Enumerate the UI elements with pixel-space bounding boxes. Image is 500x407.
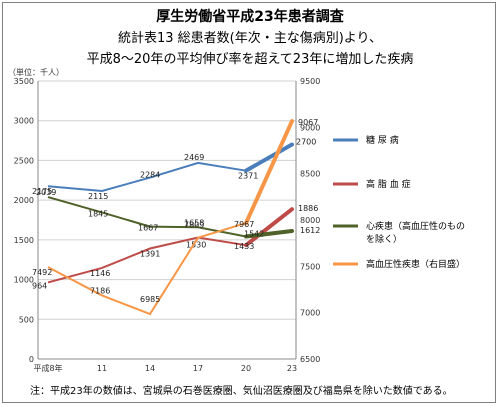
y-left-tick-label: 2500 <box>14 156 34 165</box>
chart-title: 厚生労働省平成23年患者調査 <box>156 9 344 25</box>
diabetes-data-label: 2115 <box>88 192 108 201</box>
x-tick-label: 20 <box>241 364 251 373</box>
hyperlipidemia-data-label: 1433 <box>234 242 254 251</box>
chart-subtitle-2: 平成8～20年の平均伸び率を超えて23年に増加した疾病 <box>86 52 414 67</box>
y-right-tick-label: 8500 <box>300 170 320 179</box>
heart-disease-series-highlight-segment <box>244 228 294 239</box>
x-tick-label: 14 <box>145 364 155 373</box>
heart-disease-data-label: 1667 <box>138 224 158 233</box>
heart-disease-data-label: 1612 <box>300 226 320 235</box>
hyperlipidemia-data-label: 1146 <box>90 269 110 278</box>
y-left-tick-label: 1500 <box>14 236 34 245</box>
legend-label-hypertension: 高血圧性疾患（右目盛） <box>366 258 465 270</box>
y-left-tick-label: 1000 <box>14 276 34 285</box>
y-left-tick-label: 2000 <box>14 196 34 205</box>
y-left-tick-label: 500 <box>19 315 34 324</box>
hypertension-data-label: 7186 <box>90 286 110 295</box>
unit-label: （単位：千人） <box>8 68 64 77</box>
x-tick-label: 23 <box>287 364 297 373</box>
hyperlipidemia-series-line <box>47 236 247 284</box>
hypertension-data-label: 7809 <box>184 221 204 230</box>
diabetes-data-label: 2700 <box>296 138 316 147</box>
heart-disease-data-label: 2039 <box>36 188 56 197</box>
hyperlipidemia-data-label: 1530 <box>186 240 206 249</box>
legend-label-heart-disease: 心疾患（高血圧性のもの <box>366 220 465 232</box>
y-left-tick-label: 3500 <box>14 77 34 86</box>
diabetes-data-label: 2371 <box>238 172 258 181</box>
y-right-tick-label: 7000 <box>300 309 320 318</box>
legend-label-diabetes: 糖 尿 病 <box>366 134 399 146</box>
hypertension-data-label: 6985 <box>140 295 160 304</box>
y-right-tick-label: 7500 <box>300 262 320 271</box>
heart-disease-data-label: 1658 <box>184 218 204 227</box>
y-right-tick-label: 9000 <box>300 123 320 132</box>
diabetes-series-line <box>47 161 247 193</box>
y-left-tick-label: 3000 <box>14 117 34 126</box>
diabetes-data-label: 2284 <box>140 171 160 180</box>
hyperlipidemia-data-label: 964 <box>32 281 47 290</box>
x-tick-label: 11 <box>97 364 107 373</box>
y-left-tick-label: 0 <box>29 355 34 364</box>
diabetes-series-highlight-segment <box>244 142 294 173</box>
hypertension-data-label: 9067 <box>298 118 318 127</box>
hypertension-series-highlight-segment <box>244 119 294 226</box>
hypertension-data-label: 7492 <box>32 268 52 277</box>
y-right-tick-label: 8000 <box>300 216 320 225</box>
footnote: 注：平成23年の数値は、宮城県の石巻医療圏、気仙沼医療圏及び福島県を除いた数値で… <box>30 386 453 397</box>
diabetes-data-label: 2175 <box>32 187 52 196</box>
hyperlipidemia-data-label: 1886 <box>298 204 318 213</box>
legend-label-hyperlipidemia: 高 脂 血 症 <box>366 178 411 190</box>
heart-disease-data-label: 1845 <box>88 209 108 218</box>
heart-disease-data-label: 1542 <box>244 230 264 239</box>
legend-label-heart-disease-cont: を除く） <box>366 233 402 245</box>
hypertension-data-label: 7967 <box>234 220 254 229</box>
x-tick-label: 17 <box>193 364 203 373</box>
y-right-tick-label: 6500 <box>300 355 320 364</box>
hyperlipidemia-data-label: 1391 <box>140 250 160 259</box>
chart-subtitle-1: 統計表13 総患者数(年次・主な傷病別)より、 <box>117 31 383 46</box>
diabetes-data-label: 2469 <box>184 153 204 162</box>
heart-disease-series-line <box>47 196 247 238</box>
chart-frame <box>2 2 496 403</box>
x-tick-label: 平成8年 <box>33 363 62 373</box>
hyperlipidemia-series-highlight-segment <box>244 207 294 248</box>
hypertension-series-line <box>47 222 247 316</box>
y-right-tick-label: 9500 <box>300 77 320 86</box>
